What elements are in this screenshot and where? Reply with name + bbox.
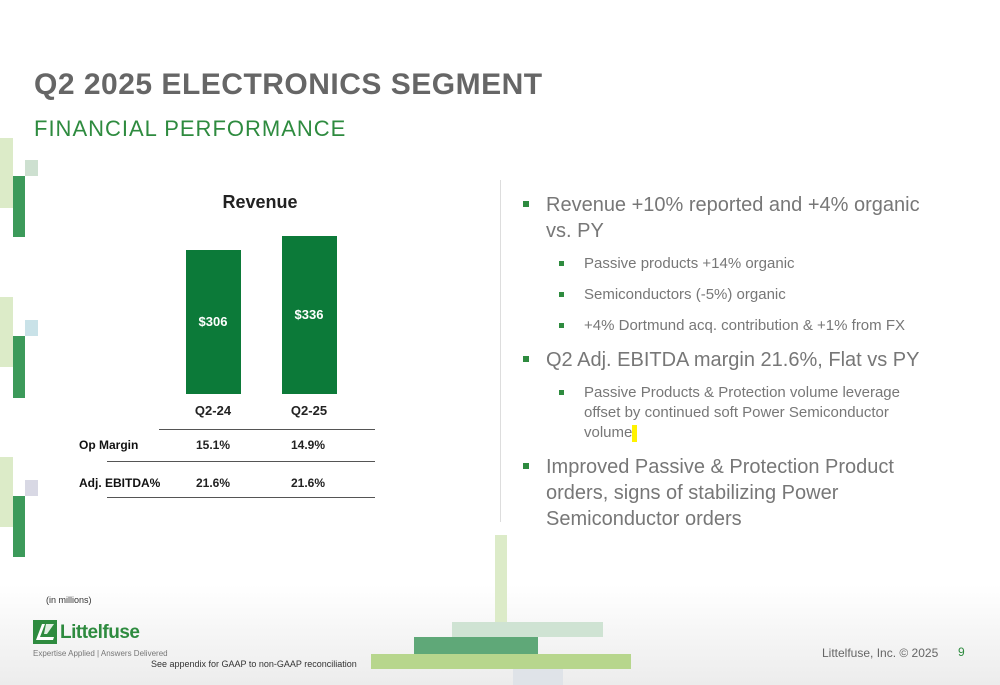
vertical-divider (500, 180, 501, 522)
op-margin-q2-25: 14.9% (290, 438, 326, 452)
page-title: Q2 2025 ELECTRONICS SEGMENT (34, 68, 543, 101)
logo-mark-icon (33, 620, 57, 644)
logo-wordmark: Littelfuse (60, 622, 140, 643)
page-subtitle: FINANCIAL PERFORMANCE (34, 116, 347, 141)
decor-block (25, 480, 38, 496)
decor-block (0, 138, 13, 208)
decor-block (25, 160, 38, 176)
table-rule (159, 429, 375, 430)
category-label: Q2-25 (290, 403, 328, 418)
table-rule (107, 497, 375, 498)
chart-title: Revenue (222, 192, 298, 212)
bullet-list: Revenue +10% reported and +4% organic vs… (520, 192, 940, 542)
decor-block (452, 622, 603, 637)
decor-block (0, 457, 13, 527)
bullet-item: Improved Passive & Protection Product or… (520, 454, 940, 532)
bullet-item: Revenue +10% reported and +4% organic vs… (520, 192, 940, 244)
logo-tagline: Expertise Applied | Answers Delivered (33, 649, 168, 658)
decor-block (25, 320, 38, 336)
category-label: Q2-24 (194, 403, 232, 418)
bar-q2-25 (281, 236, 337, 394)
highlight-mark (632, 424, 638, 442)
decor-block (13, 336, 25, 398)
op-margin-label: Op Margin (79, 438, 139, 452)
table-rule (107, 461, 375, 462)
adj-ebitda-q2-25: 21.6% (290, 476, 326, 490)
bullet-item: Q2 Adj. EBITDA margin 21.6%, Flat vs PY (520, 347, 940, 373)
decor-block (414, 637, 538, 654)
sub-bullet-item: +4% Dortmund acq. contribution & +1% fro… (520, 316, 940, 336)
units-note: (in millions) (46, 595, 92, 605)
decor-block (513, 669, 563, 685)
sub-bullet-text: Passive Products & Protection volume lev… (584, 384, 900, 441)
op-margin-q2-24: 15.1% (195, 438, 231, 452)
decor-block (13, 496, 25, 557)
decor-block (371, 654, 631, 669)
sub-bullet-item: Passive Products & Protection volume lev… (520, 383, 940, 443)
adj-ebitda-q2-24: 21.6% (195, 476, 231, 490)
bar-value-label: $306 (198, 314, 228, 330)
copyright: Littelfuse, Inc. © 2025 (822, 646, 939, 660)
page-number: 9 (958, 645, 965, 659)
decor-block (495, 535, 507, 635)
sub-bullet-item: Passive products +14% organic (520, 254, 940, 274)
bar-value-label: $336 (294, 307, 324, 322)
bar-q2-24 (185, 250, 241, 394)
decor-block (13, 176, 25, 237)
sub-bullet-item: Semiconductors (-5%) organic (520, 285, 940, 305)
adj-ebitda-label: Adj. EBITDA% (79, 476, 161, 490)
decor-block (0, 297, 13, 367)
appendix-note: See appendix for GAAP to non-GAAP reconc… (151, 659, 357, 669)
